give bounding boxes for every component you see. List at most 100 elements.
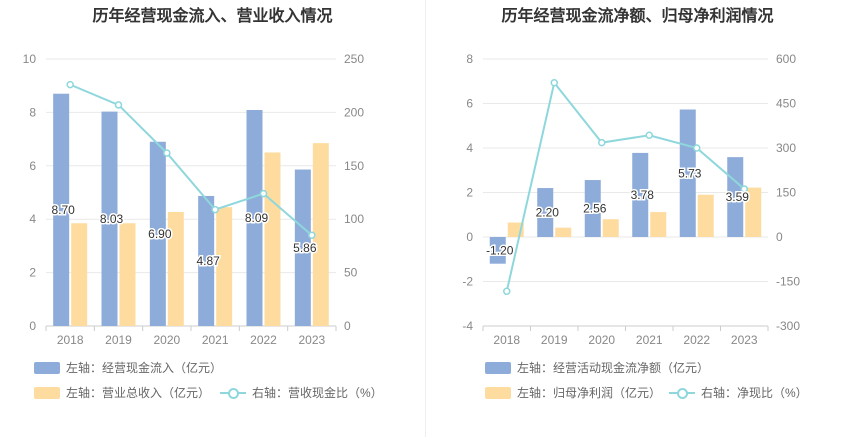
y-tick-left: 0 xyxy=(29,319,36,333)
y-tick-right: 50 xyxy=(344,266,358,280)
y-tick-right: 200 xyxy=(344,105,364,119)
x-tick-label: 2018 xyxy=(493,333,520,347)
chart-right: -4 -2 0 2 4 6 8 -300 -150 0 150 300 450 600 2018 2019 20… xyxy=(462,52,800,347)
bar-series-2 xyxy=(602,219,619,237)
legend-swatch-blue xyxy=(34,361,60,374)
x-tick-label: 2022 xyxy=(250,333,277,347)
bar-series-2 xyxy=(745,187,762,237)
x-tick-label: 2021 xyxy=(202,333,229,347)
y-tick-left: 2 xyxy=(29,266,36,280)
legend-label: 左轴：营业总收入（亿元） xyxy=(66,386,211,400)
line-point xyxy=(503,287,511,296)
legend-swatch-line xyxy=(220,387,246,399)
legend-item-bar-orange[interactable]: 左轴：归母净利润（亿元） xyxy=(485,384,661,401)
line-point xyxy=(308,231,316,239)
y-tick-right: 0 xyxy=(344,319,351,333)
bar-data-label: -1.20 xyxy=(486,243,514,257)
y-tick-left: 10 xyxy=(23,52,37,66)
y-tick-right: 150 xyxy=(776,186,796,200)
x-tick-label: 2023 xyxy=(731,333,758,347)
y-tick-right: 100 xyxy=(344,212,364,226)
x-tick-label: 2023 xyxy=(298,333,325,347)
y-tick-left: 6 xyxy=(29,159,36,173)
bar-data-label: 3.59 xyxy=(726,190,750,204)
legend-swatch-orange xyxy=(485,386,511,399)
x-tick-label: 2021 xyxy=(636,333,663,347)
y-tick-right: 600 xyxy=(776,52,796,66)
x-tick-label: 2020 xyxy=(153,333,180,347)
legend-label: 右轴：营收现金比（%） xyxy=(252,386,383,400)
legend-swatch-orange xyxy=(34,386,60,399)
chart-panel-left: 历年经营现金流入、营业收入情况 0 2 4 6 8 10 0 50 100 150 200 250 20… xyxy=(23,8,383,401)
x-tick-label: 2019 xyxy=(541,333,568,347)
chart-title: 历年经营现金流入、营业收入情况 xyxy=(92,8,333,25)
legend-item-line[interactable]: 右轴：营收现金比（%） xyxy=(220,384,383,401)
legend-item-bar-blue[interactable]: 左轴：经营活动现金流净额（亿元） xyxy=(485,359,709,376)
y-tick-right: -300 xyxy=(776,319,800,333)
bar-series-1 xyxy=(198,195,215,326)
line-point xyxy=(211,205,219,214)
legend-swatch-line xyxy=(669,387,695,399)
bar-data-label: 2.20 xyxy=(536,206,560,220)
bar-series-1 xyxy=(632,152,649,237)
bar-series-2 xyxy=(555,227,572,237)
line-point xyxy=(550,78,558,87)
bar-series-1 xyxy=(584,180,601,237)
y-tick-left: 8 xyxy=(29,105,36,119)
line-point xyxy=(693,144,701,152)
legend-label: 左轴：经营现金流入（亿元） xyxy=(66,361,223,375)
chart-panel-right: 历年经营现金流净额、归母净利润情况 -4 -2 0 2 4 6 8 -300 -150 0 150 3… xyxy=(425,0,850,437)
line-series xyxy=(69,83,313,236)
y-tick-right: 450 xyxy=(776,97,796,111)
legend-swatch-blue xyxy=(485,361,511,374)
legend-item-bar-blue[interactable]: 左轴：经营现金流入（亿元） xyxy=(34,359,222,376)
bar-series-1 xyxy=(489,237,506,264)
bar-series-2 xyxy=(697,194,714,237)
bar-series-1 xyxy=(149,141,166,326)
line-point xyxy=(645,131,653,139)
y-tick-right: 250 xyxy=(344,52,364,66)
bar-series-2 xyxy=(71,223,88,326)
legend-label: 左轴：归母净利润（亿元） xyxy=(517,386,662,400)
bar-series-1 xyxy=(679,109,696,237)
bar-series-1 xyxy=(53,93,70,327)
y-tick-right: -150 xyxy=(776,275,800,289)
y-tick-right: 300 xyxy=(776,141,796,155)
y-tick-left: 0 xyxy=(466,230,473,244)
legend-item-line[interactable]: 右轴：净现比（%） xyxy=(669,384,808,401)
bar-data-label: 4.87 xyxy=(196,254,220,268)
bar-series-1 xyxy=(294,169,311,326)
bar-data-label: 8.70 xyxy=(51,203,75,217)
bar-series-2 xyxy=(119,223,136,326)
legend-label: 右轴：净现比（%） xyxy=(701,386,808,400)
y-tick-left: 4 xyxy=(29,212,36,226)
x-tick-label: 2018 xyxy=(57,333,84,347)
bar-data-label: 6.90 xyxy=(148,227,172,241)
bar-data-label: 5.86 xyxy=(293,241,317,255)
legend-label: 左轴：经营活动现金流净额（亿元） xyxy=(517,361,710,375)
bar-series-2 xyxy=(167,211,184,326)
bar-series-1 xyxy=(537,188,554,237)
bar-series-2 xyxy=(312,143,329,326)
bar-data-label: 2.56 xyxy=(583,202,607,216)
x-tick-label: 2022 xyxy=(683,333,710,347)
panel-divider xyxy=(425,0,426,437)
y-tick-left: 4 xyxy=(466,141,473,155)
bar-data-label: 8.09 xyxy=(245,211,269,225)
line-point xyxy=(259,189,268,198)
y-tick-left: -2 xyxy=(462,275,473,289)
line-series xyxy=(505,80,745,292)
line-point xyxy=(598,138,606,147)
x-tick-label: 2020 xyxy=(588,333,615,347)
y-tick-left: 8 xyxy=(466,52,473,66)
y-tick-left: -4 xyxy=(462,319,473,333)
y-tick-left: 6 xyxy=(466,97,473,111)
bar-data-label: 3.78 xyxy=(631,188,655,202)
line-point xyxy=(114,101,123,109)
bar-series-2 xyxy=(216,207,233,326)
y-tick-right: 0 xyxy=(776,230,783,244)
bar-series-1 xyxy=(246,109,263,326)
y-tick-left: 2 xyxy=(466,186,473,200)
legend-item-bar-orange[interactable]: 左轴：营业总收入（亿元） xyxy=(34,384,210,401)
line-point xyxy=(66,80,74,89)
